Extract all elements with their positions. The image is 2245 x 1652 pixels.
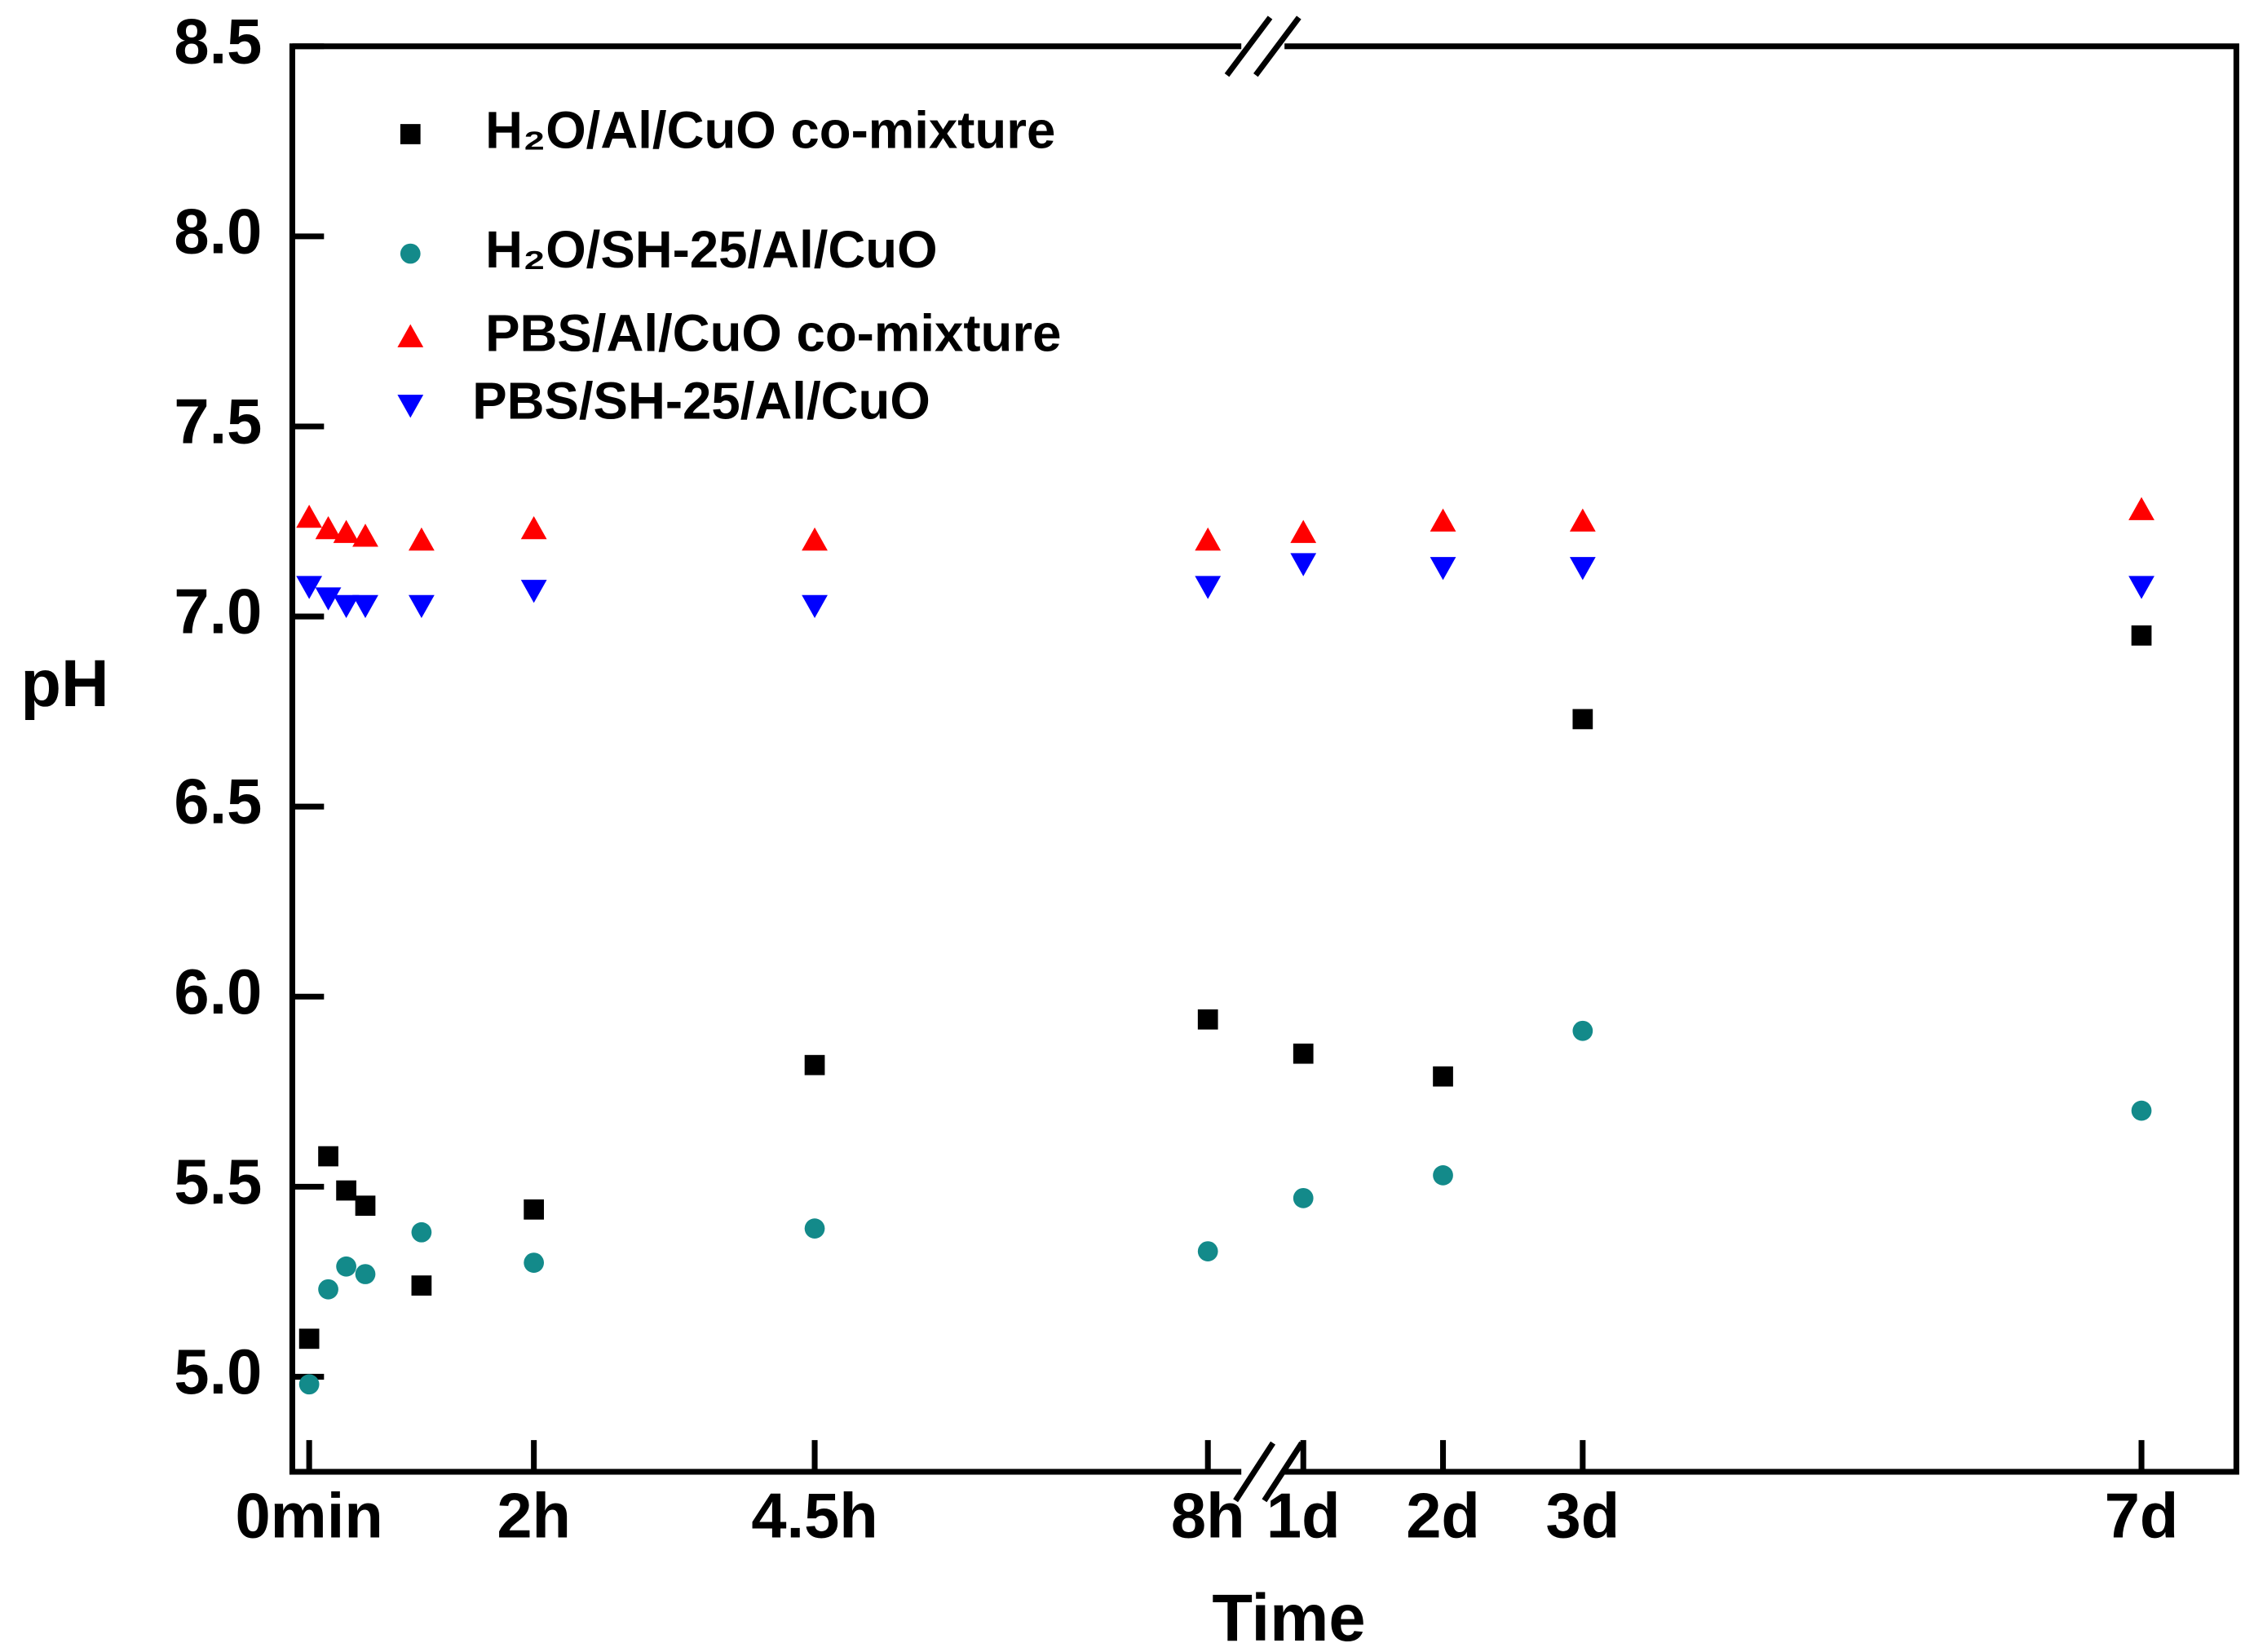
x-axis-label: Time bbox=[1212, 1581, 1365, 1652]
legend-marker bbox=[400, 124, 421, 144]
data-point bbox=[802, 527, 828, 551]
x-tick-label: 8h bbox=[1171, 1482, 1245, 1552]
data-point bbox=[318, 1279, 338, 1300]
data-point bbox=[524, 1252, 545, 1273]
data-point bbox=[804, 1218, 825, 1239]
data-point bbox=[2128, 576, 2154, 599]
data-point bbox=[1195, 527, 1222, 551]
axis-break-bottom bbox=[1233, 1441, 1305, 1503]
legend-marker bbox=[400, 243, 421, 264]
data-point bbox=[296, 504, 323, 528]
legend-label: H₂O/Al/CuO co-mixture bbox=[485, 101, 1055, 159]
data-point bbox=[409, 527, 435, 551]
x-tick-label: 3d bbox=[1546, 1482, 1620, 1552]
data-point bbox=[298, 1374, 320, 1395]
data-point bbox=[411, 1221, 432, 1243]
data-point bbox=[1293, 1187, 1314, 1208]
y-tick-label: 5.0 bbox=[174, 1337, 262, 1407]
legend-marker bbox=[397, 324, 424, 347]
data-point bbox=[1197, 1009, 1218, 1030]
data-point bbox=[1290, 519, 1317, 543]
data-point bbox=[333, 594, 360, 618]
legend-label: PBS/Al/CuO co-mixture bbox=[485, 304, 1061, 362]
data-point bbox=[524, 1199, 545, 1220]
data-point bbox=[336, 1256, 356, 1277]
data-point bbox=[336, 1180, 356, 1201]
y-tick-label: 7.5 bbox=[174, 386, 262, 457]
data-point bbox=[315, 587, 342, 611]
data-point bbox=[315, 515, 342, 540]
y-tick-label: 5.5 bbox=[174, 1147, 262, 1217]
x-tick-label: 2h bbox=[497, 1482, 571, 1552]
data-point bbox=[409, 594, 435, 618]
x-tick-label: 7d bbox=[2105, 1482, 2179, 1552]
x-tick-label: 4.5h bbox=[751, 1482, 877, 1552]
legend-marker bbox=[397, 395, 424, 418]
data-point bbox=[352, 523, 378, 547]
data-point bbox=[2128, 497, 2154, 520]
data-point bbox=[296, 576, 323, 599]
data-point bbox=[802, 594, 828, 618]
data-point bbox=[2131, 1100, 2152, 1121]
data-point bbox=[355, 1264, 376, 1284]
legend-label: PBS/SH-25/Al/CuO bbox=[472, 372, 930, 430]
y-tick-label: 6.0 bbox=[174, 957, 262, 1027]
y-tick-label: 7.0 bbox=[174, 577, 262, 647]
data-point bbox=[1572, 1020, 1593, 1041]
y-tick-label: 6.5 bbox=[174, 767, 262, 837]
x-tick-label: 2d bbox=[1406, 1482, 1480, 1552]
data-point bbox=[355, 1195, 376, 1217]
data-point bbox=[1195, 576, 1222, 599]
data-point bbox=[1569, 557, 1596, 581]
data-point bbox=[318, 1146, 338, 1167]
data-point bbox=[1430, 508, 1456, 532]
data-point bbox=[1197, 1241, 1218, 1261]
data-point bbox=[1293, 1043, 1314, 1064]
x-tick-label: 1d bbox=[1266, 1482, 1341, 1552]
data-point bbox=[1290, 553, 1317, 576]
data-point bbox=[1569, 508, 1596, 532]
data-point bbox=[333, 519, 360, 543]
axis-break-top bbox=[1224, 15, 1301, 77]
y-axis-label: pH bbox=[20, 647, 108, 721]
data-point bbox=[1572, 709, 1593, 730]
y-tick-label: 8.0 bbox=[174, 197, 262, 267]
data-point bbox=[298, 1328, 320, 1349]
data-point bbox=[2131, 625, 2152, 646]
x-tick-label: 0min bbox=[235, 1482, 382, 1552]
data-point bbox=[520, 580, 547, 603]
legend-label: H₂O/SH-25/Al/CuO bbox=[485, 221, 937, 279]
data-point bbox=[1433, 1165, 1453, 1186]
data-point bbox=[1430, 557, 1456, 581]
data-point bbox=[1433, 1066, 1453, 1087]
data-point bbox=[520, 515, 547, 540]
data-point bbox=[804, 1054, 825, 1076]
data-point bbox=[352, 594, 378, 618]
data-point bbox=[411, 1275, 432, 1296]
y-tick-label: 8.5 bbox=[174, 7, 262, 77]
